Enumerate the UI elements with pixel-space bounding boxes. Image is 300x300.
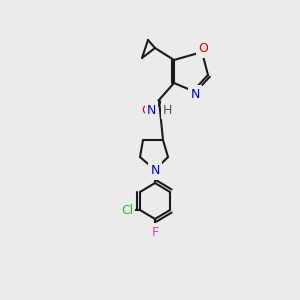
Text: N: N [150, 164, 160, 178]
Text: F: F [152, 226, 159, 238]
Text: O: O [198, 43, 208, 56]
Text: N: N [147, 103, 156, 116]
Text: N: N [190, 88, 200, 100]
Text: Cl: Cl [121, 203, 133, 217]
Text: H: H [163, 103, 172, 116]
Text: O: O [141, 103, 151, 116]
